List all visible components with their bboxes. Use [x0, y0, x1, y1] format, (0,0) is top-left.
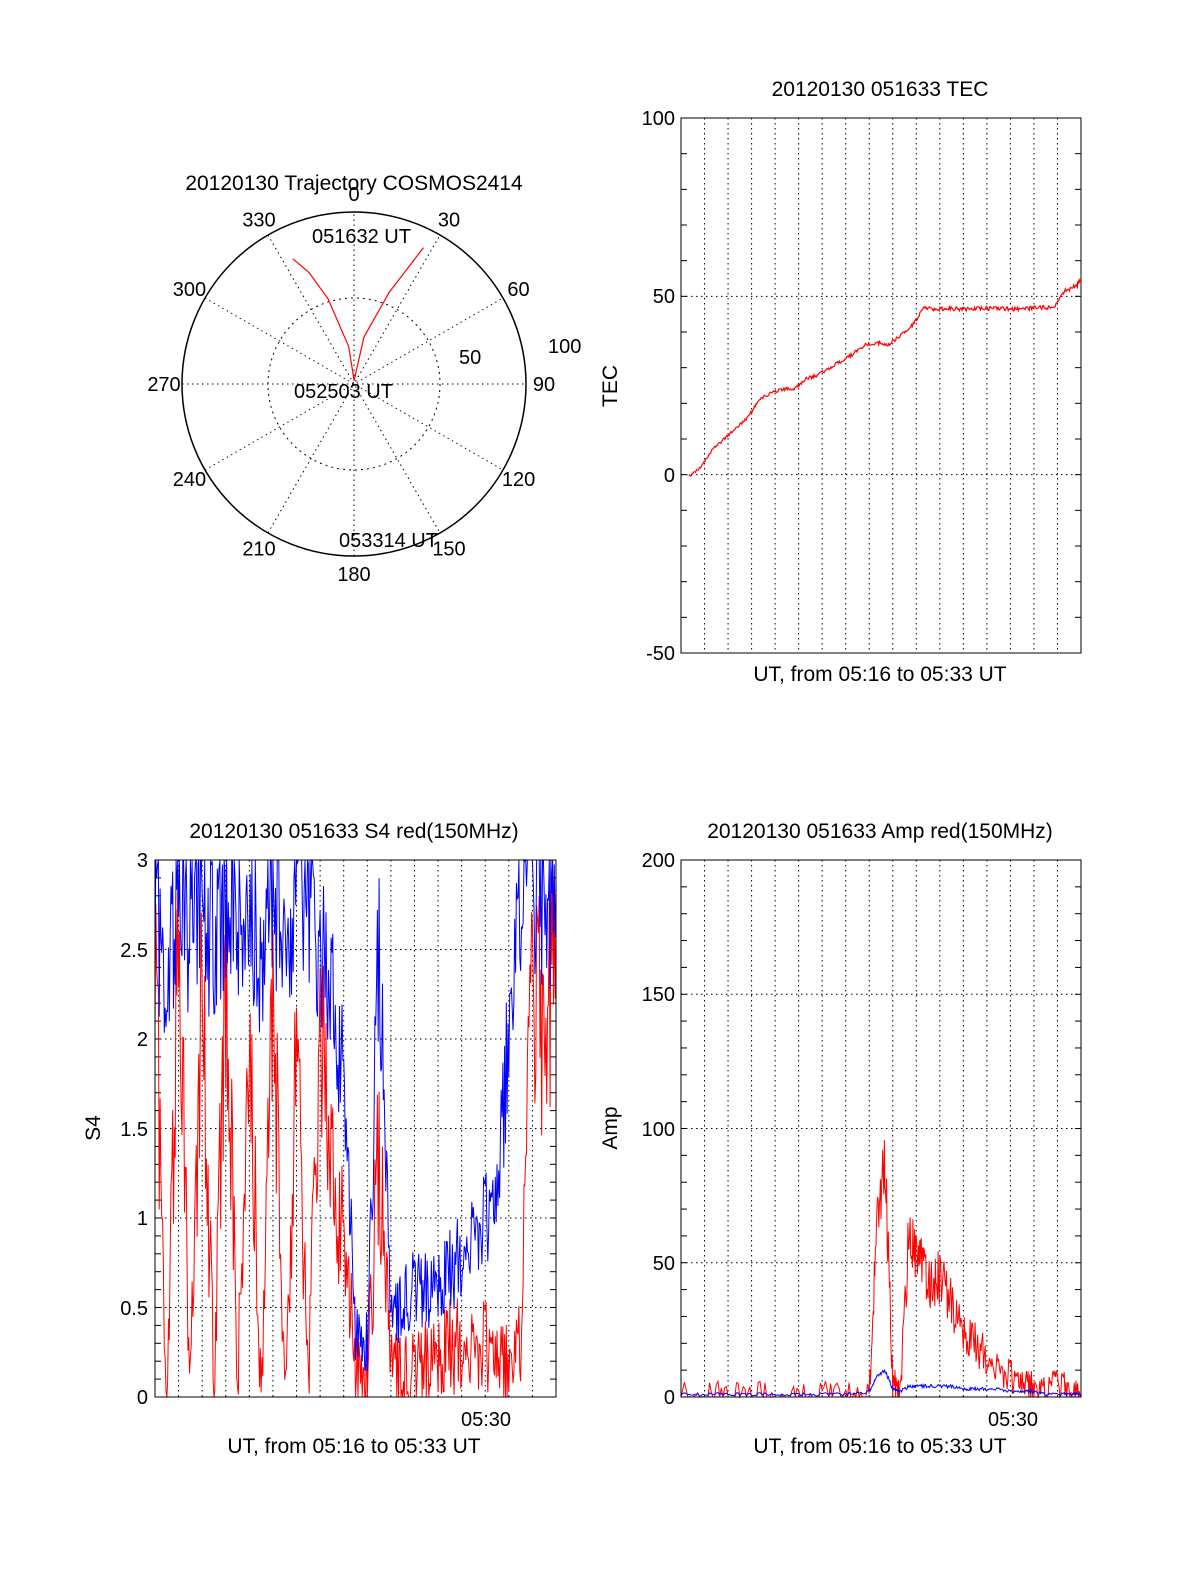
amp-ytick-0: 0 [664, 1387, 675, 1409]
polar-az-label-150: 150 [432, 539, 465, 561]
polar-inner-circle [267, 297, 441, 471]
polar-az-label-270: 270 [147, 374, 180, 396]
tec-plot-frame [680, 117, 1082, 654]
s4-chart: 20120130 051633 S4 red(150MHz) 3 2.5 2 1… [82, 820, 557, 1458]
amp-ylabel: Amp [599, 1106, 622, 1149]
amp-ytick-200: 200 [642, 850, 675, 872]
s4-ytick-1: 1 [137, 1208, 148, 1230]
polar-trajectory-chart: 20120130 Trajectory COSMOS2414 0 30 60 90 12… [147, 172, 581, 586]
tec-grid [681, 118, 1081, 653]
amp-xtick-0530: 05:30 [988, 1409, 1038, 1431]
s4-ylabel: S4 [82, 1115, 105, 1141]
polar-marker-end: 053314 UT [339, 530, 438, 552]
s4-ytick-2-5: 2.5 [120, 940, 148, 962]
tec-ytick-0: 0 [664, 465, 675, 487]
polar-azimuth-labels: 0 30 60 90 120 150 180 210 240 270 300 330 [147, 184, 555, 586]
tec-ytick-minus50: -50 [646, 643, 675, 665]
s4-ytick-1-5: 1.5 [120, 1119, 148, 1141]
polar-radius-label-100: 100 [548, 336, 581, 358]
s4-xlabel: UT, from 05:16 to 05:33 UT [227, 1435, 480, 1458]
amp-xlabel: UT, from 05:16 to 05:33 UT [753, 1435, 1006, 1458]
polar-title: 20120130 Trajectory COSMOS2414 [185, 172, 523, 195]
s4-ytick-0: 0 [137, 1387, 148, 1409]
amp-title: 20120130 051633 Amp red(150MHz) [707, 820, 1053, 843]
tec-series-line [688, 278, 1082, 478]
polar-az-label-210: 210 [242, 539, 275, 561]
polar-az-label-240: 240 [173, 469, 206, 491]
amp-ytick-100: 100 [642, 1119, 675, 1141]
s4-plot-frame [154, 859, 557, 1398]
amp-chart: 20120130 051633 Amp red(150MHz) 200 150 … [599, 820, 1082, 1458]
polar-az-label-180: 180 [337, 564, 370, 586]
polar-az-label-330: 330 [242, 209, 275, 231]
tec-ytick-50: 50 [653, 286, 675, 308]
amp-ytick-150: 150 [642, 984, 675, 1006]
s4-ytick-0-5: 0.5 [120, 1298, 148, 1320]
polar-az-label-90: 90 [533, 374, 555, 396]
polar-az-label-0: 0 [348, 184, 359, 206]
polar-trajectory-line [292, 247, 424, 381]
s4-ytick-3: 3 [137, 850, 148, 872]
amp-plot-frame [680, 859, 1082, 1398]
tec-minor-ticks [681, 117, 1081, 654]
amp-red-series [680, 1140, 1081, 1399]
polar-az-label-300: 300 [173, 279, 206, 301]
tec-xlabel: UT, from 05:16 to 05:33 UT [753, 663, 1006, 686]
amp-blue-series [680, 1369, 1082, 1398]
polar-marker-center: 052503 UT [294, 381, 393, 403]
s4-ytick-2: 2 [137, 1029, 148, 1051]
tec-title: 20120130 051633 TEC [772, 78, 989, 101]
s4-grid [155, 860, 556, 1397]
s4-xtick-0530: 05:30 [461, 1409, 511, 1431]
tec-ytick-100: 100 [642, 108, 675, 130]
polar-az-label-30: 30 [438, 209, 460, 231]
tec-chart: 20120130 051633 TEC 100 50 0 -50 TEC UT,… [599, 78, 1082, 686]
amp-grid [681, 860, 1081, 1397]
s4-blue-series [154, 858, 557, 1372]
polar-az-label-60: 60 [507, 279, 529, 301]
amp-minor-ticks [681, 859, 1081, 1398]
polar-radius-label-50: 50 [459, 347, 481, 369]
s4-title: 20120130 051633 S4 red(150MHz) [189, 820, 518, 843]
amp-ytick-50: 50 [653, 1253, 675, 1275]
polar-az-label-120: 120 [502, 469, 535, 491]
tec-ylabel: TEC [599, 365, 622, 407]
polar-marker-start: 051632 UT [312, 226, 411, 248]
